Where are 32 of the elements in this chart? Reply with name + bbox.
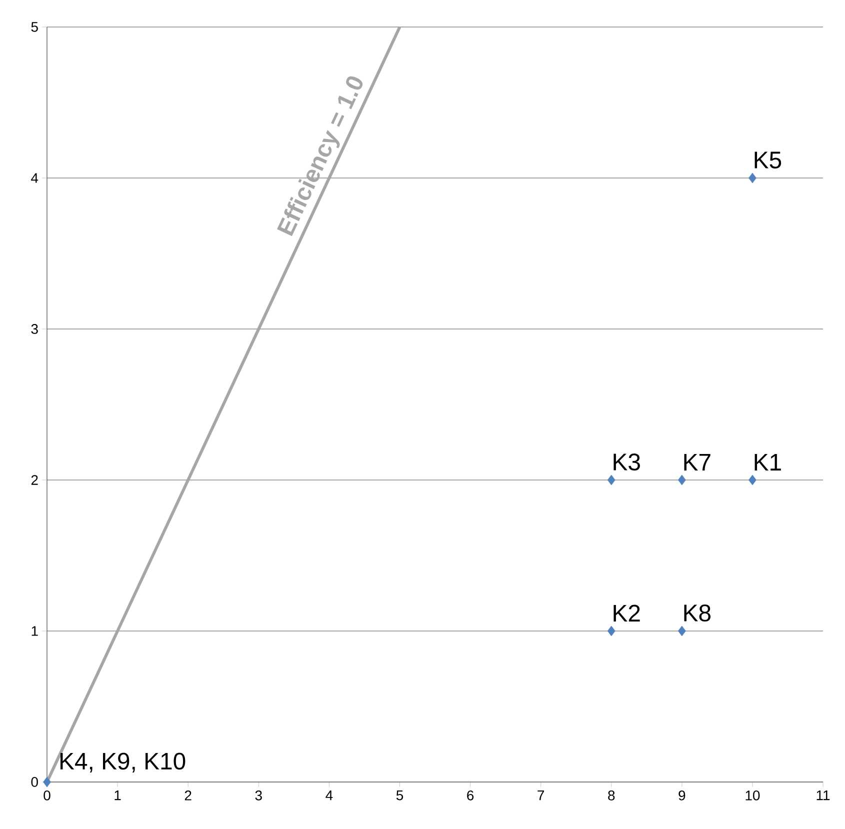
x-tick-label: 5 xyxy=(396,790,404,800)
annotation: K5 xyxy=(754,152,782,168)
x-tick-label: 0 xyxy=(44,790,50,800)
point xyxy=(748,172,756,184)
x-tick-label: 6 xyxy=(467,790,474,800)
x-tick-label: 11 xyxy=(816,790,830,800)
annotation: K2 xyxy=(614,604,640,622)
annotation: K7 xyxy=(684,454,710,470)
x-tick-label: 7 xyxy=(538,790,544,800)
annotation: K4, K9, K10 xyxy=(60,752,186,772)
y-tick-label: 1 xyxy=(32,626,38,636)
y-tick-label: 3 xyxy=(31,324,38,334)
point xyxy=(678,474,686,486)
point xyxy=(607,626,616,636)
annotation: K1 xyxy=(754,454,781,470)
annotation: K3 xyxy=(614,454,640,470)
x-tick-label: 1 xyxy=(114,790,121,800)
x-tick-label: 2 xyxy=(184,790,192,800)
x-tick-label: 4 xyxy=(326,790,333,800)
point xyxy=(678,626,686,636)
y-tick-label: 0 xyxy=(31,777,38,787)
x-tick-label: 10 xyxy=(746,790,760,800)
x-tick-label: 8 xyxy=(608,790,615,800)
point xyxy=(607,474,616,486)
y-tick-label: 4 xyxy=(31,173,38,183)
y-tick-label: 5 xyxy=(31,22,38,32)
point xyxy=(43,776,51,788)
y-tick-label: 2 xyxy=(31,475,38,485)
point xyxy=(748,474,756,486)
x-tick-label: 3 xyxy=(255,790,262,800)
x-tick-label: 9 xyxy=(678,790,686,800)
annotation: K8 xyxy=(684,604,710,622)
